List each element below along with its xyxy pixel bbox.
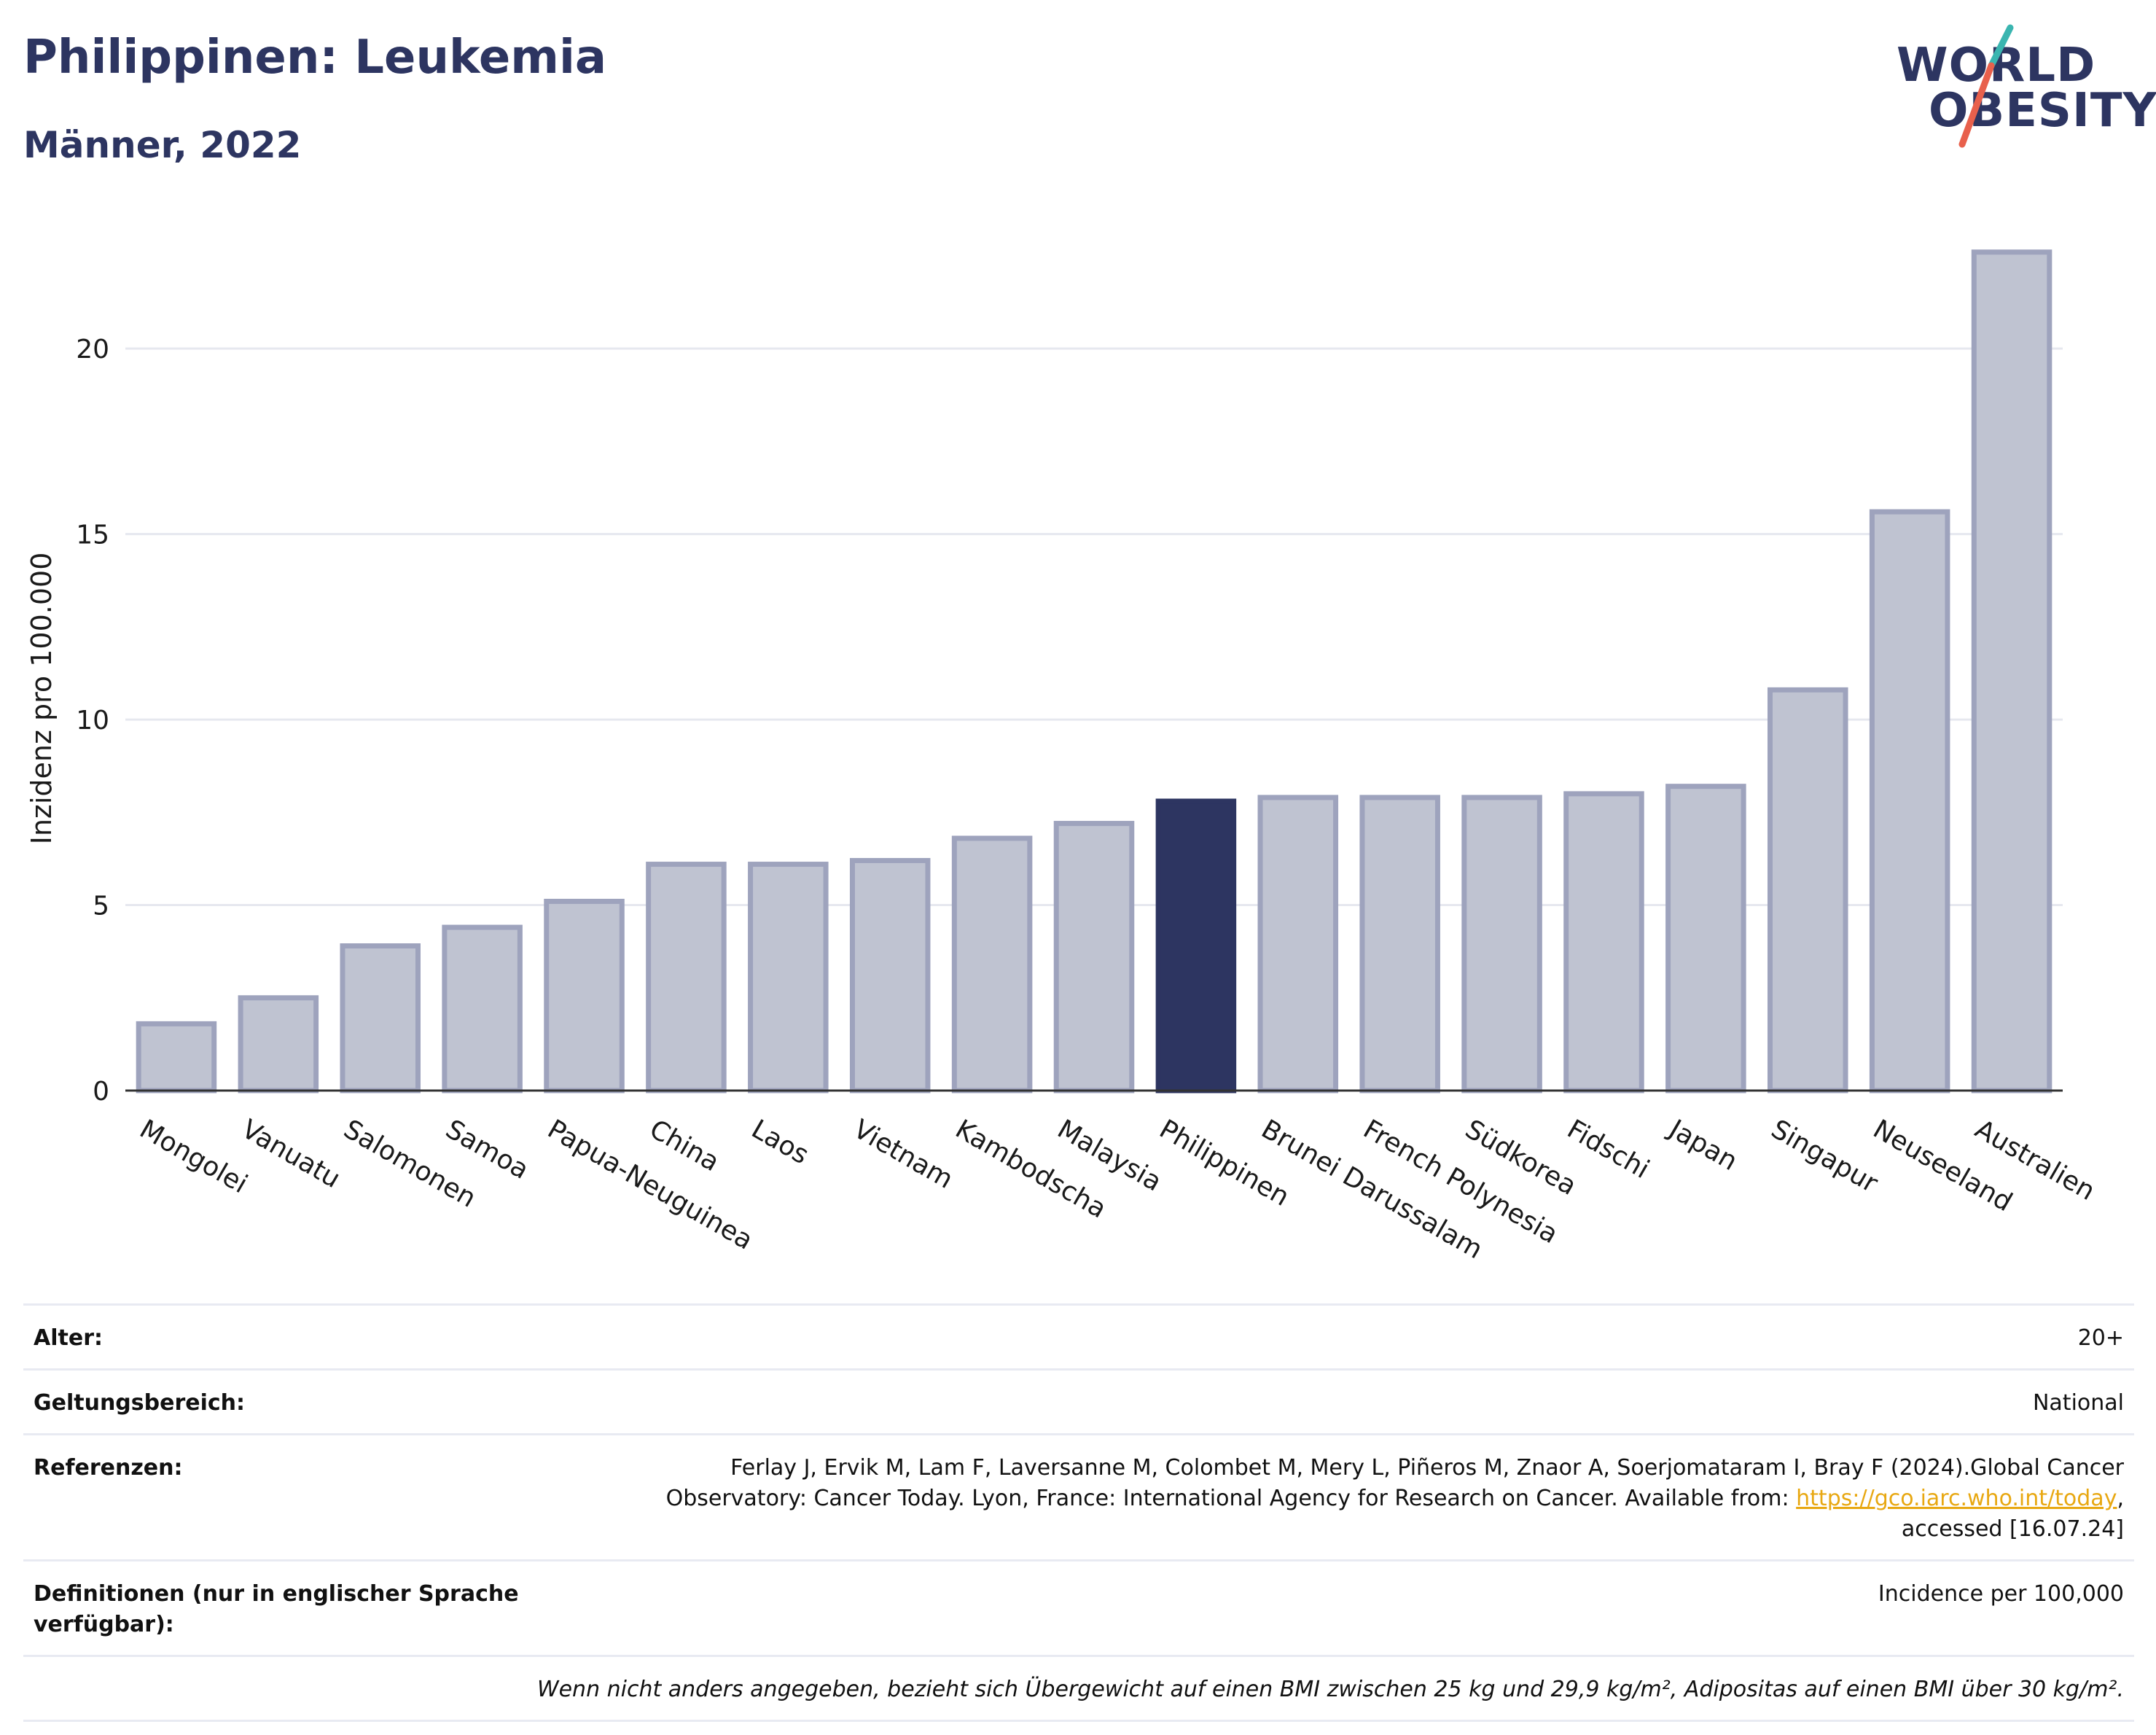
- bar: [238, 995, 319, 1093]
- bars: [136, 249, 2053, 1093]
- bar: [1257, 795, 1339, 1093]
- bar: [951, 835, 1033, 1093]
- y-tick-label: 20: [76, 335, 109, 364]
- y-tick-label: 10: [76, 706, 109, 736]
- bar: [1665, 784, 1746, 1093]
- bar-highlighted: [1155, 798, 1237, 1093]
- info-row-note: Wenn nicht anders angegeben, bezieht sic…: [23, 1655, 2134, 1722]
- bar: [1869, 509, 1950, 1093]
- x-tick-label: Mongolei: [135, 1114, 253, 1199]
- y-axis-title: Inzidenz pro 100.000: [26, 553, 58, 845]
- y-tick-label: 5: [93, 892, 109, 921]
- info-row-age: Alter: 20+: [23, 1303, 2134, 1368]
- info-value: Ferlay J, Ervik M, Lam F, Laversanne M, …: [529, 1453, 2124, 1545]
- bar: [544, 898, 625, 1093]
- bar: [1053, 821, 1135, 1093]
- bar: [849, 857, 931, 1093]
- bar: [340, 943, 421, 1093]
- info-key: Geltungsbereich:: [34, 1390, 246, 1416]
- info-value: National: [2032, 1390, 2124, 1416]
- bar: [442, 924, 523, 1093]
- info-value: Incidence per 100,000: [1878, 1581, 2124, 1607]
- info-key: Definitionen (nur in englischer Sprache …: [34, 1581, 519, 1637]
- info-table: Alter: 20+ Geltungsbereich: National Ref…: [23, 1303, 2134, 1722]
- bar: [1359, 795, 1440, 1093]
- reference-text: accessed [16.07.24]: [1901, 1516, 2124, 1542]
- reference-text: Ferlay J, Ervik M, Lam F, Laversanne M, …: [730, 1455, 2124, 1481]
- logo-slash-icon: [1958, 24, 2014, 148]
- reference-text: Observatory: Cancer Today. Lyon, France:…: [665, 1486, 1797, 1511]
- x-tick-label: Laos: [746, 1114, 813, 1170]
- info-value: 20+: [2077, 1325, 2124, 1351]
- y-tick-label: 15: [76, 520, 109, 550]
- world-obesity-logo[interactable]: WORLD OBESITY: [1895, 20, 2156, 152]
- bar: [136, 1021, 217, 1093]
- x-tick-label: China: [644, 1114, 724, 1177]
- chart-title: Philippinen: Leukemia: [23, 31, 607, 85]
- info-key: Alter:: [34, 1325, 103, 1351]
- bar: [748, 862, 829, 1093]
- info-row-references: Referenzen: Ferlay J, Ervik M, Lam F, La…: [23, 1433, 2134, 1559]
- reference-link[interactable]: https://gco.iarc.who.int/today: [1796, 1486, 2117, 1511]
- y-axis-ticks: 0 5 10 15 20: [76, 335, 109, 1107]
- reference-text: ,: [2117, 1486, 2124, 1511]
- y-tick-label: 0: [93, 1077, 109, 1107]
- bar: [1971, 249, 2053, 1093]
- info-row-scope: Geltungsbereich: National: [23, 1368, 2134, 1433]
- chart-subtitle: Männer, 2022: [23, 124, 302, 166]
- x-tick-label: Singapur: [1766, 1114, 1883, 1198]
- x-tick-label: Japan: [1663, 1113, 1742, 1177]
- bar: [1563, 791, 1644, 1093]
- bar: [1461, 795, 1542, 1093]
- bmi-note: Wenn nicht anders angegeben, bezieht sic…: [536, 1677, 2124, 1702]
- x-tick-label: Vietnam: [848, 1114, 958, 1195]
- x-tick-label: Vanuatu: [237, 1114, 345, 1194]
- bar: [1768, 687, 1848, 1093]
- info-row-definitions: Definitionen (nur in englischer Sprache …: [23, 1559, 2134, 1655]
- info-key: Referenzen:: [34, 1455, 183, 1481]
- bar: [646, 862, 727, 1093]
